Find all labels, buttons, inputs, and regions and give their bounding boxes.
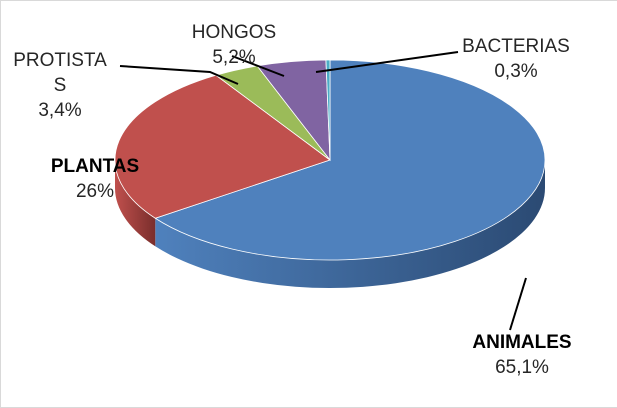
leader-line-protistas [119, 65, 239, 85]
category-label-protistas: PROTISTA [13, 50, 107, 71]
value-label-protistas: 3,4% [38, 100, 81, 121]
value-label-plantas: 26% [76, 181, 114, 202]
value-label-animales: 65,1% [495, 357, 549, 378]
category-label-animales: ANIMALES [472, 332, 571, 353]
leader-line-animales [509, 277, 527, 331]
leader-lines [119, 51, 527, 331]
leader-line-hongos [231, 55, 285, 77]
category-label-plantas: PLANTAS [51, 156, 139, 177]
slice-bacterias [325, 59, 331, 161]
leader-line-bacterias [315, 51, 459, 73]
data-labels: ANIMALES 65,1% PLANTAS 26% PROTISTA S 3,4% HONG… [13, 22, 571, 378]
pie-sides [115, 160, 545, 289]
value-label-hongos: 5,2% [212, 47, 255, 68]
slice-animales [154, 59, 546, 261]
slice-plantas [114, 74, 331, 219]
category-label-bacterias: BACTERIAS [462, 36, 570, 57]
category-label-protistas-1: S [54, 75, 67, 96]
slice-side-plantas [115, 160, 156, 247]
slice-side-animales [155, 160, 545, 289]
pie-tops [114, 59, 546, 261]
value-label-bacterias: 0,3% [494, 61, 537, 82]
category-label-hongos: HONGOS [192, 22, 276, 43]
